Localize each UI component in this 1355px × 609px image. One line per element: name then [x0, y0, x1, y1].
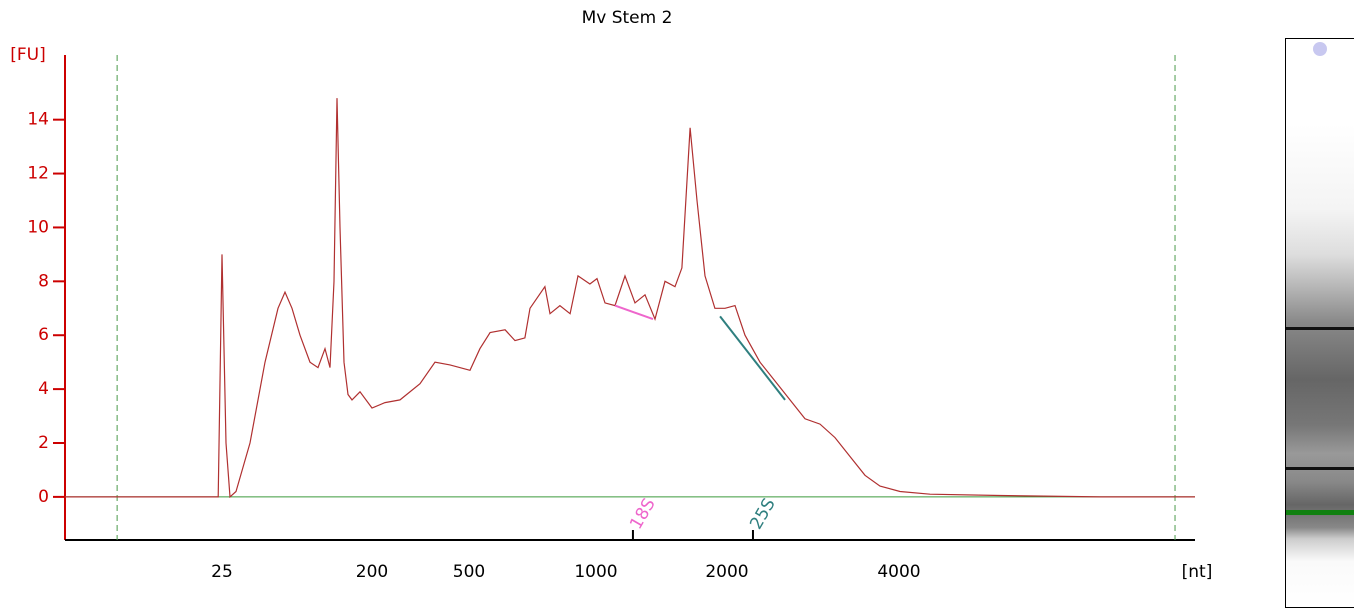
- chart-title: Mv Stem 2: [582, 8, 673, 28]
- y-tick-label: 12: [27, 164, 49, 184]
- x-tick-label: 4000: [877, 562, 920, 582]
- y-tick-label: 10: [27, 217, 49, 237]
- gel-dot: [1313, 42, 1327, 56]
- annotation-label: 25S: [746, 495, 780, 533]
- peak-line: [614, 304, 654, 320]
- trace: [65, 98, 1195, 499]
- y-tick-label: 8: [38, 271, 49, 291]
- x-tick-label: 25: [211, 562, 233, 582]
- chart: Mv Stem 2 [FU] [nt] 0 2 4 6 8 10 12 14 25 200 500 1…: [10, 8, 1213, 582]
- x-tick-label: 1000: [574, 562, 617, 582]
- x-tick-label: 500: [453, 562, 485, 582]
- x-axis-label: [nt]: [1182, 562, 1213, 582]
- peak-line: [719, 315, 786, 401]
- y-tick-label: 4: [38, 379, 49, 399]
- y-tick-label: 2: [38, 433, 49, 453]
- gel-marker-band: [1286, 510, 1354, 515]
- x-tick-label: 2000: [705, 562, 748, 582]
- y-tick-label: 14: [27, 110, 49, 130]
- gel-band: [1286, 327, 1354, 330]
- x-tick-label: 200: [356, 562, 388, 582]
- y-axis-label: [FU]: [10, 45, 46, 65]
- gel-lane: [1285, 38, 1354, 608]
- annotation-label: 18S: [626, 495, 660, 533]
- gel-band: [1286, 467, 1354, 470]
- y-tick-label: 0: [38, 487, 49, 507]
- y-tick-label: 6: [38, 325, 49, 345]
